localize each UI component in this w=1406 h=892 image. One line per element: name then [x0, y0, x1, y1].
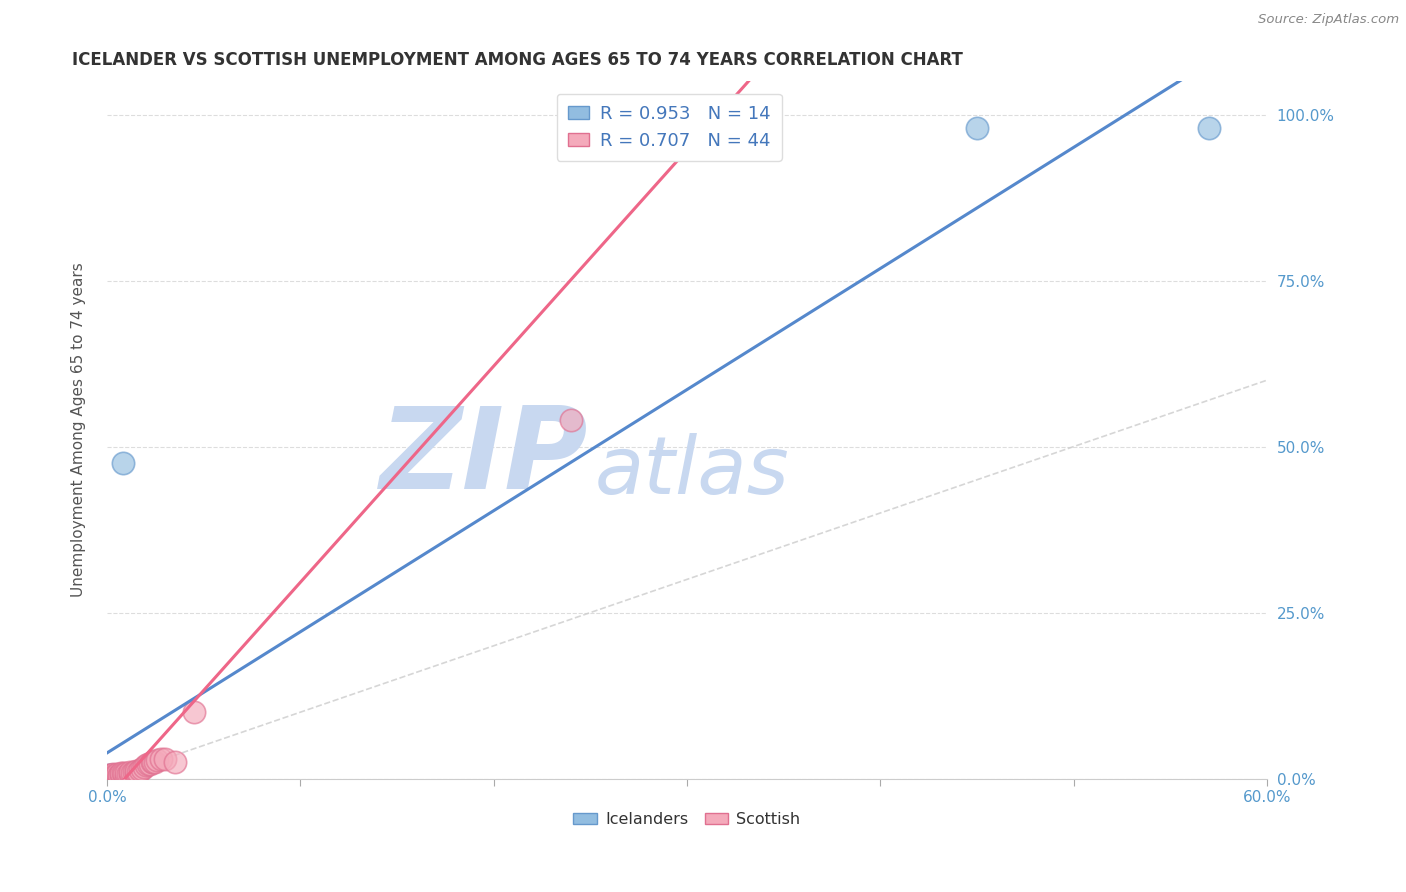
- Point: [101, 770, 124, 784]
- Point: [110, 768, 132, 782]
- Point: [110, 768, 132, 782]
- Text: ZIP: ZIP: [380, 402, 589, 514]
- Point: [101, 770, 124, 784]
- Point: [121, 766, 143, 780]
- Point: [150, 752, 173, 766]
- Point: [183, 705, 205, 719]
- Point: [142, 755, 165, 769]
- Point: [122, 764, 145, 779]
- Point: [105, 767, 128, 781]
- Point: [125, 766, 148, 780]
- Point: [111, 766, 134, 780]
- Point: [145, 755, 167, 769]
- Point: [105, 769, 128, 783]
- Point: [107, 769, 129, 783]
- Text: Source: ZipAtlas.com: Source: ZipAtlas.com: [1258, 13, 1399, 27]
- Point: [115, 769, 138, 783]
- Y-axis label: Unemployment Among Ages 65 to 74 years: Unemployment Among Ages 65 to 74 years: [72, 262, 86, 598]
- Point: [107, 767, 129, 781]
- Point: [98, 767, 121, 781]
- Point: [120, 767, 142, 781]
- Text: atlas: atlas: [595, 433, 789, 511]
- Point: [1198, 120, 1220, 135]
- Point: [120, 764, 142, 779]
- Point: [104, 768, 127, 782]
- Point: [132, 759, 155, 773]
- Point: [98, 768, 121, 782]
- Point: [98, 770, 121, 784]
- Point: [110, 766, 132, 780]
- Point: [141, 755, 163, 769]
- Point: [127, 764, 149, 779]
- Point: [129, 763, 152, 777]
- Point: [163, 755, 186, 769]
- Point: [98, 770, 121, 784]
- Point: [966, 120, 988, 135]
- Point: [135, 758, 157, 772]
- Point: [100, 767, 122, 781]
- Point: [104, 770, 127, 784]
- Point: [115, 766, 138, 780]
- Point: [146, 753, 169, 767]
- Point: [104, 767, 127, 781]
- Text: ICELANDER VS SCOTTISH UNEMPLOYMENT AMONG AGES 65 TO 74 YEARS CORRELATION CHART: ICELANDER VS SCOTTISH UNEMPLOYMENT AMONG…: [72, 51, 963, 69]
- Point: [100, 768, 122, 782]
- Point: [114, 767, 136, 781]
- Point: [560, 413, 582, 427]
- Point: [153, 752, 176, 766]
- Point: [111, 456, 134, 470]
- Point: [105, 768, 128, 782]
- Point: [100, 770, 122, 784]
- Point: [125, 764, 148, 778]
- Point: [117, 767, 139, 781]
- Point: [101, 768, 124, 782]
- Point: [101, 767, 124, 781]
- Point: [100, 770, 122, 784]
- Point: [138, 756, 160, 771]
- Point: [136, 756, 159, 771]
- Legend: Icelanders, Scottish: Icelanders, Scottish: [567, 805, 807, 833]
- Point: [579, 120, 602, 135]
- Point: [107, 768, 129, 782]
- Point: [104, 770, 127, 784]
- Point: [131, 762, 153, 776]
- Point: [676, 120, 699, 135]
- Point: [101, 767, 124, 781]
